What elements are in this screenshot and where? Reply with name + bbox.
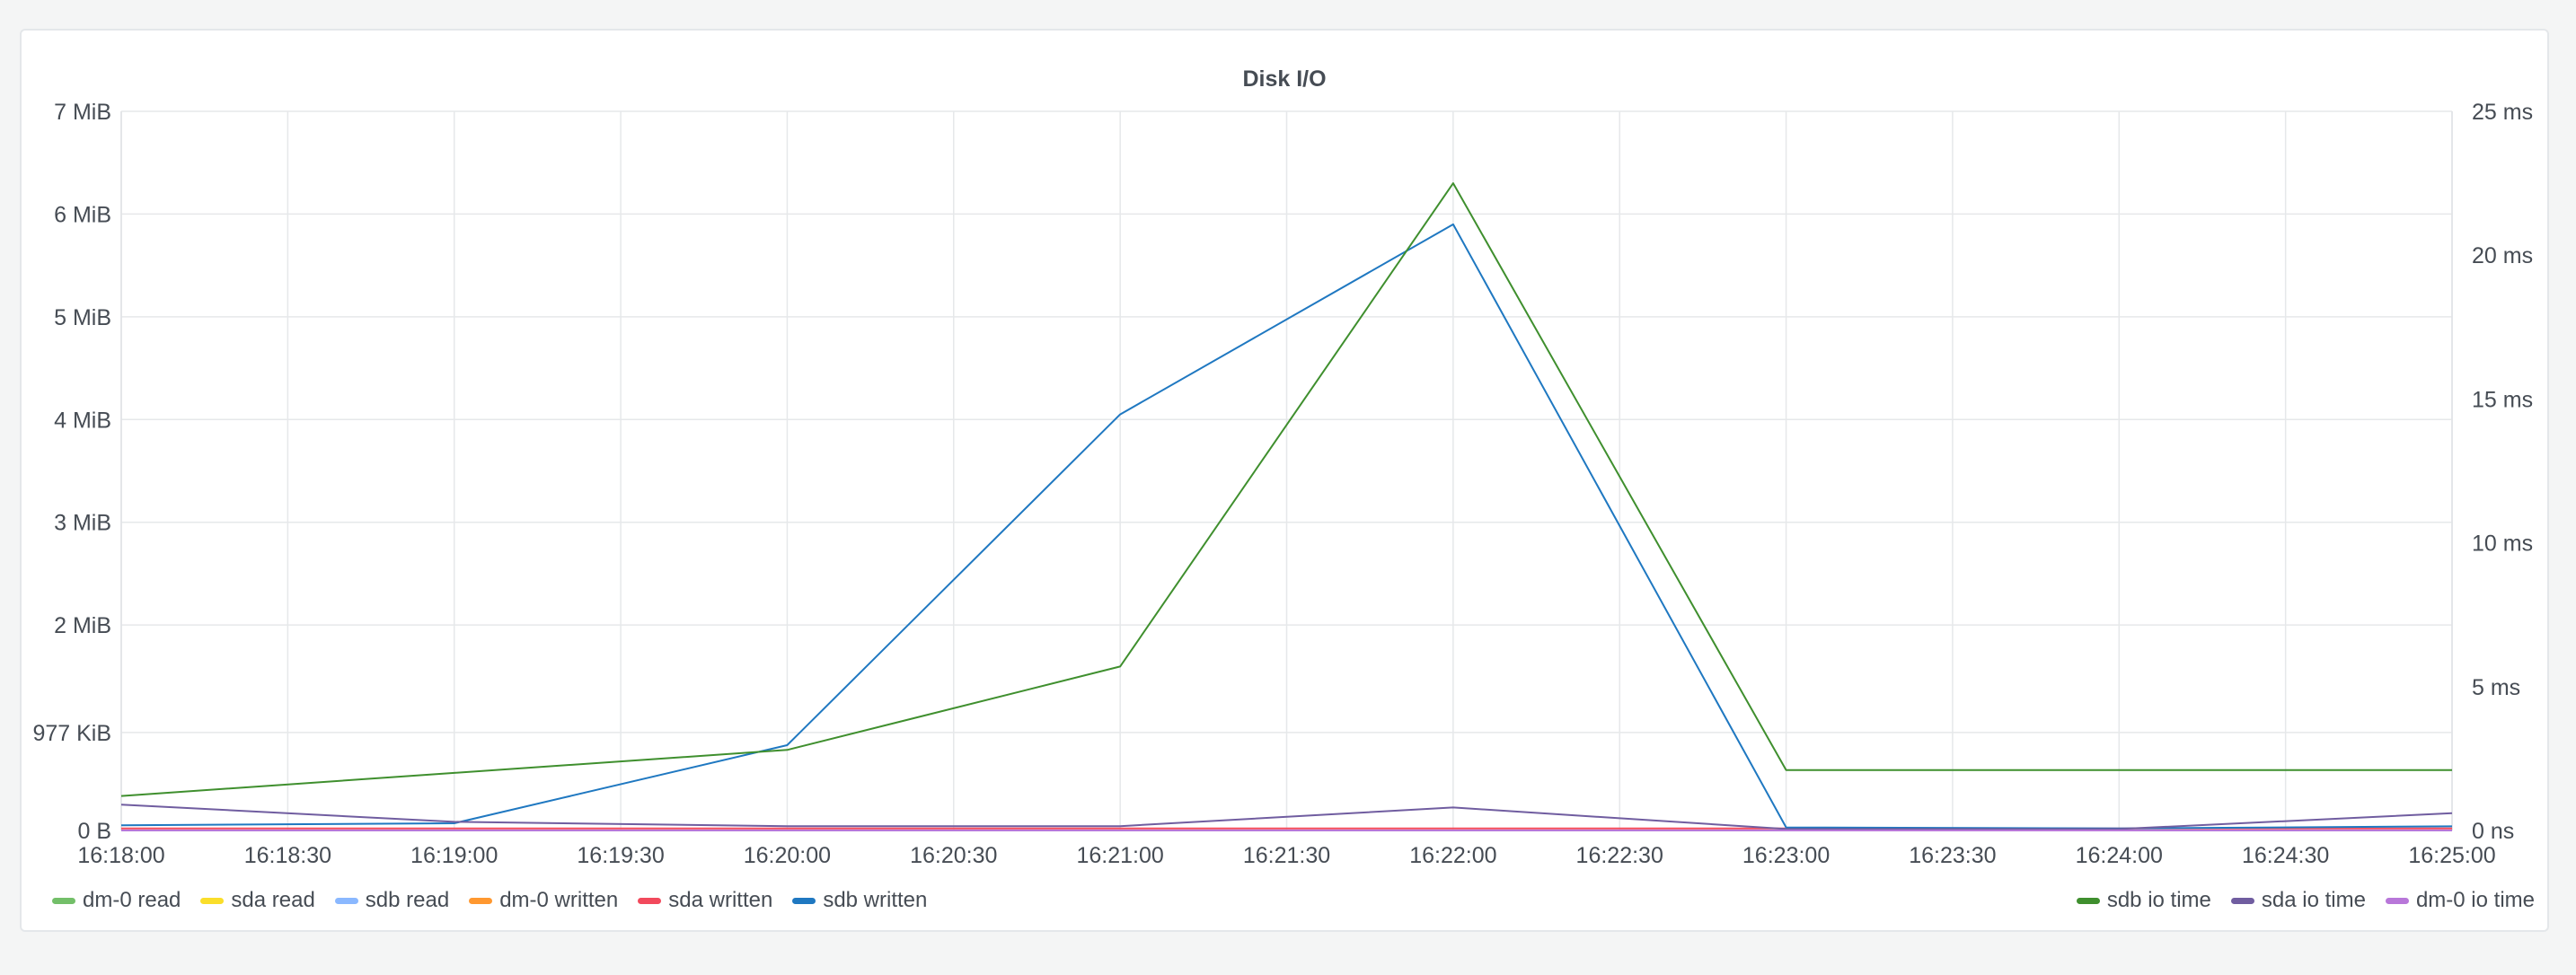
x-tick-label: 16:22:30 <box>1576 843 1663 868</box>
x-tick-label: 16:23:30 <box>1909 843 1996 868</box>
legend-label: sdb io time <box>2106 888 2211 912</box>
legend-item-sdb-read[interactable]: sdb read <box>334 888 450 913</box>
x-tick-label: 16:24:30 <box>2242 843 2329 868</box>
legend-label: sdb read <box>365 888 450 912</box>
legend-item-dm-0-read[interactable]: dm-0 read <box>52 888 181 913</box>
legend-swatch <box>200 897 225 904</box>
panel-title[interactable]: Disk I/O <box>1242 66 1327 92</box>
legend-left: dm-0 read sda read sdb read dm-0 written sda… <box>52 885 927 916</box>
legend-label: sda io time <box>2261 888 2366 912</box>
legend-swatch <box>334 897 358 904</box>
y-right-tick-label: 5 ms <box>2472 675 2520 700</box>
legend-label: dm-0 read <box>83 888 181 912</box>
legend-label: sdb written <box>823 888 928 912</box>
legend-item-sdb-written[interactable]: sdb written <box>792 888 927 913</box>
x-tick-label: 16:18:30 <box>244 843 331 868</box>
legend-swatch <box>2385 897 2409 904</box>
legend-label: dm-0 written <box>499 888 619 912</box>
x-tick-label: 16:22:00 <box>1409 843 1496 868</box>
y-left-tick-label: 3 MiB <box>54 511 111 536</box>
y-left-tick-label: 2 MiB <box>54 613 111 638</box>
y-right-tick-label: 10 ms <box>2472 531 2533 557</box>
x-tick-label: 16:21:30 <box>1243 843 1330 868</box>
y-right-tick-label: 0 ns <box>2472 819 2514 844</box>
y-left-tick-label: 0 B <box>77 819 111 844</box>
x-tick-label: 16:20:30 <box>910 843 997 868</box>
legend-item-sda-io-time[interactable]: sda io time <box>2230 888 2366 913</box>
series-line-sdb-io-time <box>120 182 2452 797</box>
y-left-tick-label: 977 KiB <box>32 721 111 746</box>
legend-item-sda-read[interactable]: sda read <box>200 888 315 913</box>
legend-swatch <box>2076 897 2100 904</box>
legend-label: sda written <box>668 888 773 912</box>
x-tick-label: 16:21:00 <box>1076 843 1163 868</box>
y-left-tick-label: 5 MiB <box>54 305 111 330</box>
x-tick-label: 16:19:00 <box>410 843 498 868</box>
x-tick-label: 16:23:00 <box>1742 843 1830 868</box>
legend-swatch <box>792 897 816 904</box>
y-right-tick-label: 25 ms <box>2472 100 2533 125</box>
y-left-tick-label: 7 MiB <box>54 100 111 125</box>
legend-label: sda read <box>231 888 315 912</box>
y-left-tick-label: 4 MiB <box>54 408 111 433</box>
x-tick-label: 16:25:00 <box>2408 843 2495 868</box>
y-right-tick-label: 15 ms <box>2472 387 2533 412</box>
legend-swatch <box>638 897 662 904</box>
x-tick-label: 16:18:00 <box>77 843 164 868</box>
legend-swatch <box>52 897 75 904</box>
legend-item-sdb-io-time[interactable]: sdb io time <box>2076 888 2211 913</box>
legend-right: sdb io time sda io time dm-0 io time <box>2076 885 2535 916</box>
y-right-tick-label: 20 ms <box>2472 243 2533 268</box>
legend-label: dm-0 io time <box>2415 888 2535 912</box>
y-left-tick-label: 6 MiB <box>54 202 111 227</box>
legend-item-dm-0-io-time[interactable]: dm-0 io time <box>2385 888 2535 913</box>
legend-item-sda-written[interactable]: sda written <box>638 888 772 913</box>
x-tick-label: 16:24:00 <box>2076 843 2163 868</box>
series-line-sda-io-time <box>120 804 2453 830</box>
x-tick-label: 16:20:00 <box>744 843 831 868</box>
x-tick-label: 16:19:30 <box>577 843 664 868</box>
legend-swatch <box>2230 897 2254 904</box>
legend-item-dm-0-written[interactable]: dm-0 written <box>469 888 618 913</box>
disk-io-panel: Disk I/O <box>20 29 2549 932</box>
legend-swatch <box>469 897 493 904</box>
